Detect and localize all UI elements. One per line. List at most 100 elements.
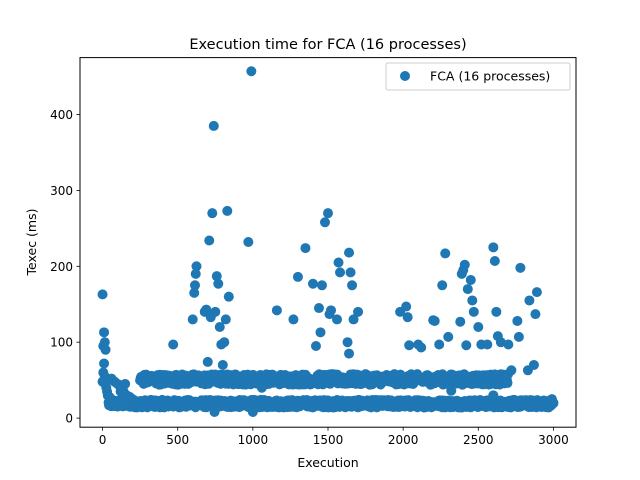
data-point <box>524 295 535 306</box>
data-point <box>313 303 324 314</box>
data-point <box>512 315 523 326</box>
data-point <box>319 217 330 228</box>
data-point <box>434 339 445 350</box>
data-point <box>473 322 484 333</box>
data-point <box>256 382 267 393</box>
data-point <box>97 289 108 300</box>
data-point <box>335 267 346 278</box>
data-point <box>213 278 224 289</box>
y-axis-label: Texec (ms) <box>24 209 39 277</box>
data-point <box>202 356 213 367</box>
data-point <box>515 262 526 273</box>
legend-box <box>385 62 571 91</box>
data-point <box>307 278 318 289</box>
data-point <box>204 235 215 246</box>
y-tick-label: 0 <box>65 412 73 426</box>
data-point <box>402 312 413 323</box>
data-point <box>342 337 353 348</box>
y-tick-label: 400 <box>50 108 73 122</box>
data-point <box>467 295 478 306</box>
chart-title: Execution time for FCA (16 processes) <box>189 37 466 53</box>
data-point <box>315 327 326 338</box>
y-tick-label: 100 <box>50 336 73 350</box>
data-point <box>344 247 355 258</box>
data-point-dense-mid <box>502 377 513 388</box>
data-point <box>531 287 542 298</box>
data-point <box>488 390 499 401</box>
x-tick-label: 500 <box>166 433 189 447</box>
data-point <box>495 337 506 348</box>
data-point <box>187 314 198 325</box>
data-point <box>99 358 110 369</box>
data-point <box>548 397 559 408</box>
data-point <box>465 274 476 285</box>
data-point <box>209 407 220 418</box>
data-point <box>219 337 230 348</box>
data-point <box>99 337 110 348</box>
data-point <box>429 315 440 326</box>
data-point <box>488 242 499 253</box>
legend-marker <box>400 71 410 81</box>
data-point <box>353 306 364 317</box>
data-point <box>344 348 355 359</box>
x-tick-label: 1500 <box>313 433 344 447</box>
data-point <box>401 301 412 312</box>
data-point <box>326 305 337 316</box>
data-point <box>310 340 321 351</box>
data-point <box>217 359 228 370</box>
data-point <box>503 339 514 350</box>
data-point <box>440 248 451 259</box>
data-point <box>247 407 258 418</box>
data-point <box>207 208 218 219</box>
data-point <box>443 331 454 342</box>
data-point <box>316 280 327 291</box>
data-point <box>404 340 415 351</box>
y-tick-label: 300 <box>50 184 73 198</box>
data-point <box>348 314 359 325</box>
data-point <box>201 304 212 315</box>
data-point <box>333 257 344 268</box>
data-point <box>323 208 333 219</box>
data-point <box>168 339 179 350</box>
x-tick-label: 1000 <box>238 433 269 447</box>
data-point <box>489 255 500 266</box>
x-tick-label: 2000 <box>388 433 419 447</box>
data-point <box>513 331 524 342</box>
data-point <box>437 280 448 291</box>
data-point <box>455 316 466 327</box>
x-tick-label: 0 <box>99 433 107 447</box>
data-point <box>99 327 110 338</box>
data-point <box>446 385 457 396</box>
data-point <box>416 342 427 353</box>
data-point <box>491 306 502 317</box>
data-point <box>528 359 539 370</box>
ticks-layer: 0 500 1000 1500 2000 2500 3000 0 100 200 300 400 <box>50 108 569 447</box>
x-tick-label: 2500 <box>463 433 494 447</box>
data-point <box>120 378 131 389</box>
data-point <box>482 339 493 350</box>
data-point <box>332 314 343 325</box>
data-point <box>243 237 254 248</box>
data-point <box>117 399 128 410</box>
data-point <box>223 291 234 302</box>
legend-label: FCA (16 processes) <box>430 69 550 84</box>
data-point <box>208 120 219 131</box>
data-point <box>468 306 479 317</box>
data-point <box>222 205 233 216</box>
data-point <box>300 243 311 254</box>
data-point <box>189 287 200 298</box>
x-axis-label: Execution <box>297 455 358 470</box>
data-point <box>189 280 200 291</box>
data-point <box>211 271 222 282</box>
data-point <box>190 268 201 279</box>
data-point <box>246 66 257 77</box>
data-point <box>345 267 356 278</box>
data-point <box>506 365 517 376</box>
y-tick-label: 200 <box>50 260 73 274</box>
data-point <box>127 394 138 405</box>
data-point <box>347 280 358 291</box>
data-point <box>461 340 472 351</box>
data-point <box>288 314 299 325</box>
data-point <box>191 261 202 272</box>
